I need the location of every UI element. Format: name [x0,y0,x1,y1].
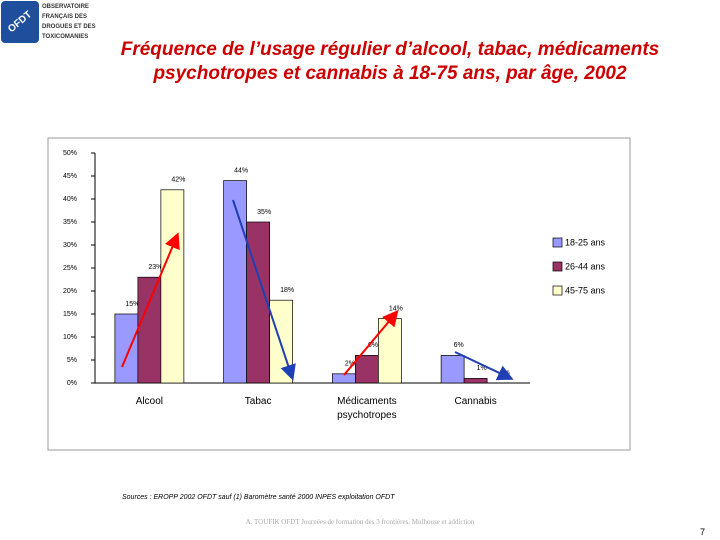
trend-arrows [121,199,514,381]
logo-line: FRANÇAIS DES [42,14,88,20]
x-tick-label: Alcool [135,396,163,407]
bar [137,276,162,384]
y-tick-label: 45% [63,173,77,180]
y-tick-label: 40% [63,196,77,203]
x-tick-label: Médicaments psychotropes [337,396,397,421]
bar [463,378,488,384]
bar [355,355,379,384]
source: Sources : EROPP 2002 OFDT sauf (1) Barom… [122,494,395,501]
y-tick-label: 10% [63,334,77,341]
value-label: 6% [454,342,464,349]
legend-label: 26-44 ans [565,261,606,271]
legend-swatch [552,285,563,296]
logo-line: OBSERVATOIRE [42,4,89,10]
logo-line: TOXICOMANIES [42,34,89,40]
bar [440,355,465,384]
arrow [121,232,180,368]
logo-badge-bg [1,1,39,43]
value-label: 2% [345,361,355,368]
arrow [454,351,514,381]
value-label: 35% [257,209,271,216]
value-label: 1% [477,365,487,372]
value-label: 14% [389,305,403,312]
y-tick-label: 20% [63,288,77,295]
title-line: psychotropes et cannabis à 18-75 ans, pa… [153,63,627,84]
logo-text: OBSERVATOIRE FRANÇAIS DES DROGUES ET DES… [42,2,96,42]
bar [160,189,185,384]
value-label: 15% [125,301,139,308]
y-tick-label: 30% [63,242,77,249]
chart: 0% 5% 10% 15% 20% 25% 30% 35% 40% 45% 50% 15% 23% 42%… [63,150,606,387]
y-tick-label: 0% [67,380,77,387]
legend-swatch [552,261,563,272]
value-label: 44% [234,167,248,174]
legend-label: 18-25 ans [565,237,606,247]
x-tick-label: Cannabis [454,396,497,407]
y-tick-label: 35% [63,219,77,226]
legend-label: 45-75 ans [565,285,606,295]
title-line: Fréquence de l’usage régulier d’alcool, … [120,39,660,60]
value-label: 18% [280,287,294,294]
bar [332,373,356,384]
value-label: 23% [148,264,162,271]
value-label: 42% [171,177,185,184]
value-label: 6% [368,342,378,349]
footer: A. TOUFIK OFDT Journées de formation des… [245,518,475,526]
y-tick-label: 25% [63,265,77,272]
y-tick-label: 15% [63,311,77,318]
y-tick-label: 5% [67,357,77,364]
title: Fréquence de l’usage régulier d’alcool, … [90,38,690,86]
arrow [232,199,296,381]
y-tick-label: 50% [63,150,77,157]
arrow [343,309,399,376]
logo-line: DROGUES ET DES [42,24,96,30]
bar [223,180,247,384]
bar [378,318,402,384]
x-tick-label: Tabac [244,396,272,407]
legend-swatch [552,237,563,248]
page-number: 7 [700,527,706,537]
bar [114,313,139,384]
